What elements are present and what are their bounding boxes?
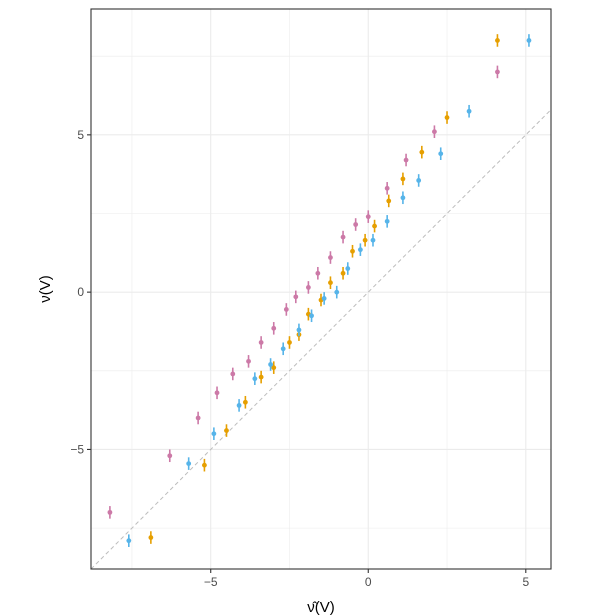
data-point xyxy=(357,247,363,253)
data-point xyxy=(283,307,289,312)
data-point xyxy=(384,185,390,191)
data-point xyxy=(370,237,376,243)
data-point xyxy=(386,198,392,204)
x-tick-label: 0 xyxy=(365,575,372,589)
y-axis: −5 0 5 xyxy=(70,128,91,456)
data-point xyxy=(340,234,346,240)
y-tick-label: 0 xyxy=(77,285,84,299)
series-3 xyxy=(126,34,532,547)
data-point xyxy=(148,535,154,540)
data-point xyxy=(495,69,500,75)
x-tick-label: −5 xyxy=(204,575,218,589)
data-point xyxy=(258,340,264,345)
plot-panel xyxy=(90,8,552,570)
data-point xyxy=(242,399,248,405)
major-gridlines xyxy=(91,9,551,569)
data-point xyxy=(236,403,242,408)
data-point xyxy=(224,428,229,433)
y-tick-label: −5 xyxy=(70,442,84,456)
data-point xyxy=(167,453,173,459)
data-point xyxy=(230,371,236,377)
data-point xyxy=(258,374,264,380)
data-point xyxy=(293,294,299,300)
data-point xyxy=(309,313,314,319)
data-point xyxy=(416,178,422,183)
data-point xyxy=(419,149,425,155)
data-point xyxy=(444,115,450,120)
data-point xyxy=(280,346,286,352)
data-point xyxy=(328,255,333,260)
data-point xyxy=(271,365,277,371)
minor-gridlines xyxy=(91,9,551,569)
data-point xyxy=(466,108,472,114)
data-point xyxy=(211,431,217,437)
data-point xyxy=(432,129,437,135)
data-point xyxy=(126,538,132,544)
data-point xyxy=(268,362,273,367)
data-point xyxy=(252,376,258,382)
data-point xyxy=(362,237,368,243)
data-point xyxy=(305,285,311,290)
data-point xyxy=(345,266,351,271)
panel-border xyxy=(90,8,552,570)
data-point xyxy=(403,157,409,163)
data-point xyxy=(400,176,406,182)
data-point xyxy=(438,151,444,157)
data-point xyxy=(296,327,302,333)
data-point xyxy=(195,415,201,421)
data-point xyxy=(400,195,406,201)
data-point xyxy=(202,462,207,468)
x-tick-label: 5 xyxy=(522,575,529,589)
panel-background xyxy=(91,9,551,569)
data-point xyxy=(246,358,251,364)
data-point xyxy=(328,280,333,286)
data-point xyxy=(384,218,390,224)
data-point xyxy=(186,461,192,467)
data-point xyxy=(107,509,113,515)
x-axis: −5 0 5 xyxy=(204,569,529,589)
data-point xyxy=(334,289,340,295)
data-points xyxy=(107,34,532,547)
y-tick-label: 5 xyxy=(77,128,84,142)
data-point xyxy=(353,222,359,227)
data-point xyxy=(495,38,500,43)
series-1 xyxy=(107,65,500,519)
y-axis-title: ν(V) xyxy=(37,275,54,303)
data-point xyxy=(372,223,377,229)
series-2 xyxy=(148,34,500,544)
data-point xyxy=(365,214,371,220)
data-point xyxy=(287,340,292,345)
identity-reference-line xyxy=(90,109,552,570)
data-point xyxy=(340,270,346,276)
data-point xyxy=(321,296,327,301)
data-point xyxy=(526,38,532,43)
x-axis-title: ν̂(V) xyxy=(307,599,335,615)
data-point xyxy=(214,390,220,396)
data-point xyxy=(271,325,277,331)
data-point xyxy=(350,248,355,254)
data-point xyxy=(315,270,321,276)
